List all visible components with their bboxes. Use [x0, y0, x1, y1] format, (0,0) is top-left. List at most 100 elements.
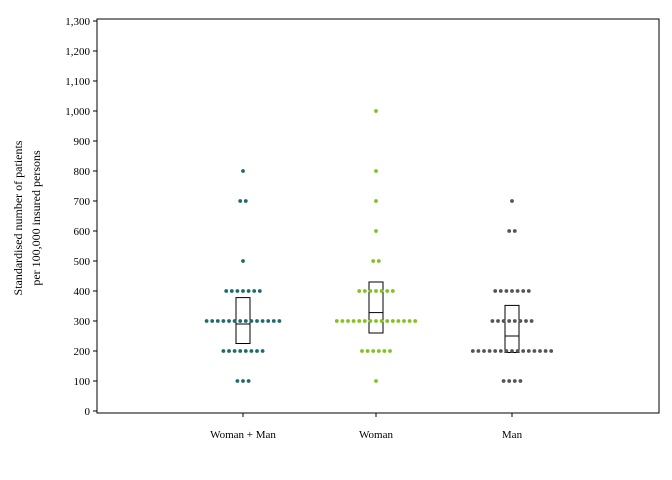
data-point	[257, 289, 262, 293]
data-point	[476, 349, 481, 353]
data-point	[232, 349, 237, 353]
data-point	[351, 319, 356, 323]
data-point	[374, 379, 378, 383]
data-point	[521, 349, 526, 353]
data-point	[215, 319, 220, 323]
data-point	[376, 259, 381, 263]
data-point	[346, 319, 350, 323]
y-tick-label: 700	[74, 196, 91, 208]
data-point	[266, 319, 271, 323]
data-point	[376, 349, 381, 353]
data-point	[241, 169, 245, 173]
data-point	[357, 319, 362, 323]
data-point	[243, 319, 248, 323]
data-point	[507, 319, 512, 323]
data-point	[224, 289, 229, 293]
series-0	[204, 169, 282, 383]
data-point	[385, 319, 390, 323]
data-point	[532, 349, 537, 353]
y-tick-label: 500	[74, 256, 91, 268]
data-point	[382, 349, 387, 353]
data-point	[235, 379, 240, 383]
data-point	[252, 289, 257, 293]
data-point	[232, 319, 237, 323]
iqr-box	[504, 304, 520, 353]
y-axis-title-line1: Standardised number of patients	[11, 140, 25, 295]
y-tick-label: 800	[74, 166, 91, 178]
data-point	[379, 289, 384, 293]
data-point	[510, 199, 514, 203]
y-tick-label: 900	[74, 136, 91, 148]
data-point	[501, 319, 506, 323]
data-point	[374, 229, 378, 233]
data-point	[241, 259, 245, 263]
data-point	[243, 199, 248, 203]
data-point	[260, 349, 265, 353]
y-tick-label: 200	[74, 346, 91, 358]
x-axis: Woman + Man Woman Man	[210, 413, 523, 441]
data-point	[368, 289, 373, 293]
data-point	[512, 229, 517, 233]
data-point	[243, 349, 248, 353]
y-tick-label: 400	[74, 286, 91, 298]
data-point	[501, 379, 506, 383]
data-point	[271, 319, 276, 323]
y-tick-label: 600	[74, 226, 91, 238]
data-point	[340, 319, 345, 323]
data-point	[512, 379, 517, 383]
data-point	[529, 319, 534, 323]
data-point	[490, 319, 495, 323]
data-point	[538, 349, 542, 353]
data-point	[518, 379, 523, 383]
y-tick-label: 1,000	[65, 106, 90, 118]
data-point	[521, 289, 526, 293]
data-point	[524, 319, 528, 323]
data-point	[227, 349, 231, 353]
data-point	[402, 319, 406, 323]
data-point	[241, 379, 245, 383]
data-point	[482, 349, 486, 353]
data-point	[374, 109, 378, 113]
data-point	[498, 289, 503, 293]
data-point	[221, 319, 226, 323]
data-point	[543, 349, 548, 353]
data-point	[515, 289, 520, 293]
data-point	[487, 349, 492, 353]
data-point	[374, 169, 378, 173]
series-layer	[204, 109, 554, 383]
data-point	[374, 199, 378, 203]
data-point	[246, 289, 251, 293]
data-point	[496, 319, 500, 323]
data-point	[379, 319, 384, 323]
data-point	[498, 349, 503, 353]
data-point	[277, 319, 282, 323]
data-point	[526, 349, 531, 353]
data-point	[246, 379, 251, 383]
data-point	[470, 349, 475, 353]
data-point	[507, 229, 512, 233]
data-point	[249, 319, 254, 323]
data-point	[255, 319, 259, 323]
data-point	[507, 379, 512, 383]
data-point	[365, 349, 370, 353]
data-point	[512, 319, 517, 323]
data-point	[238, 349, 243, 353]
data-point	[238, 199, 243, 203]
iqr-box	[235, 297, 251, 345]
data-point	[334, 319, 339, 323]
data-point	[260, 319, 265, 323]
x-tick-label: Man	[502, 429, 523, 441]
data-point	[210, 319, 215, 323]
data-point	[221, 349, 226, 353]
data-point	[362, 319, 367, 323]
series-2	[470, 199, 554, 383]
data-point	[357, 289, 362, 293]
data-point	[413, 319, 418, 323]
data-point	[493, 289, 498, 293]
data-point	[388, 349, 392, 353]
data-point	[371, 349, 376, 353]
y-tick-label: 300	[74, 316, 91, 328]
data-point	[362, 289, 367, 293]
data-point	[368, 319, 373, 323]
